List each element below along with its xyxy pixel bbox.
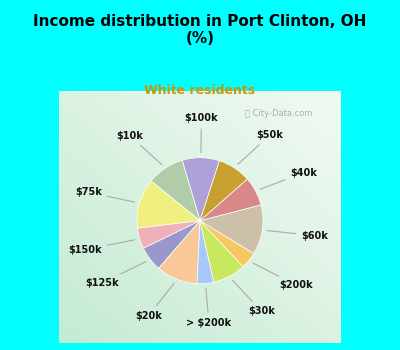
Wedge shape	[200, 221, 243, 282]
Wedge shape	[182, 158, 220, 221]
Text: $20k: $20k	[135, 284, 174, 321]
Text: Income distribution in Port Clinton, OH
(%): Income distribution in Port Clinton, OH …	[33, 14, 367, 47]
Wedge shape	[197, 221, 214, 284]
Text: $40k: $40k	[260, 168, 317, 189]
Wedge shape	[151, 160, 200, 221]
Text: ⓘ City-Data.com: ⓘ City-Data.com	[245, 108, 313, 118]
Wedge shape	[138, 221, 200, 248]
Text: $75k: $75k	[75, 187, 135, 202]
Text: White residents: White residents	[144, 84, 256, 97]
Wedge shape	[159, 221, 200, 284]
Text: $200k: $200k	[253, 263, 313, 290]
Wedge shape	[200, 205, 263, 253]
Text: $100k: $100k	[184, 113, 218, 153]
Text: $125k: $125k	[85, 262, 146, 288]
Text: > $200k: > $200k	[186, 288, 232, 328]
Text: $150k: $150k	[68, 240, 135, 255]
Wedge shape	[137, 181, 200, 228]
Wedge shape	[200, 221, 254, 267]
Text: $30k: $30k	[232, 280, 275, 316]
Text: $10k: $10k	[116, 131, 162, 164]
Text: $50k: $50k	[238, 130, 283, 164]
Text: $60k: $60k	[267, 231, 328, 241]
Wedge shape	[143, 221, 200, 268]
Wedge shape	[200, 161, 247, 221]
Wedge shape	[200, 179, 261, 221]
